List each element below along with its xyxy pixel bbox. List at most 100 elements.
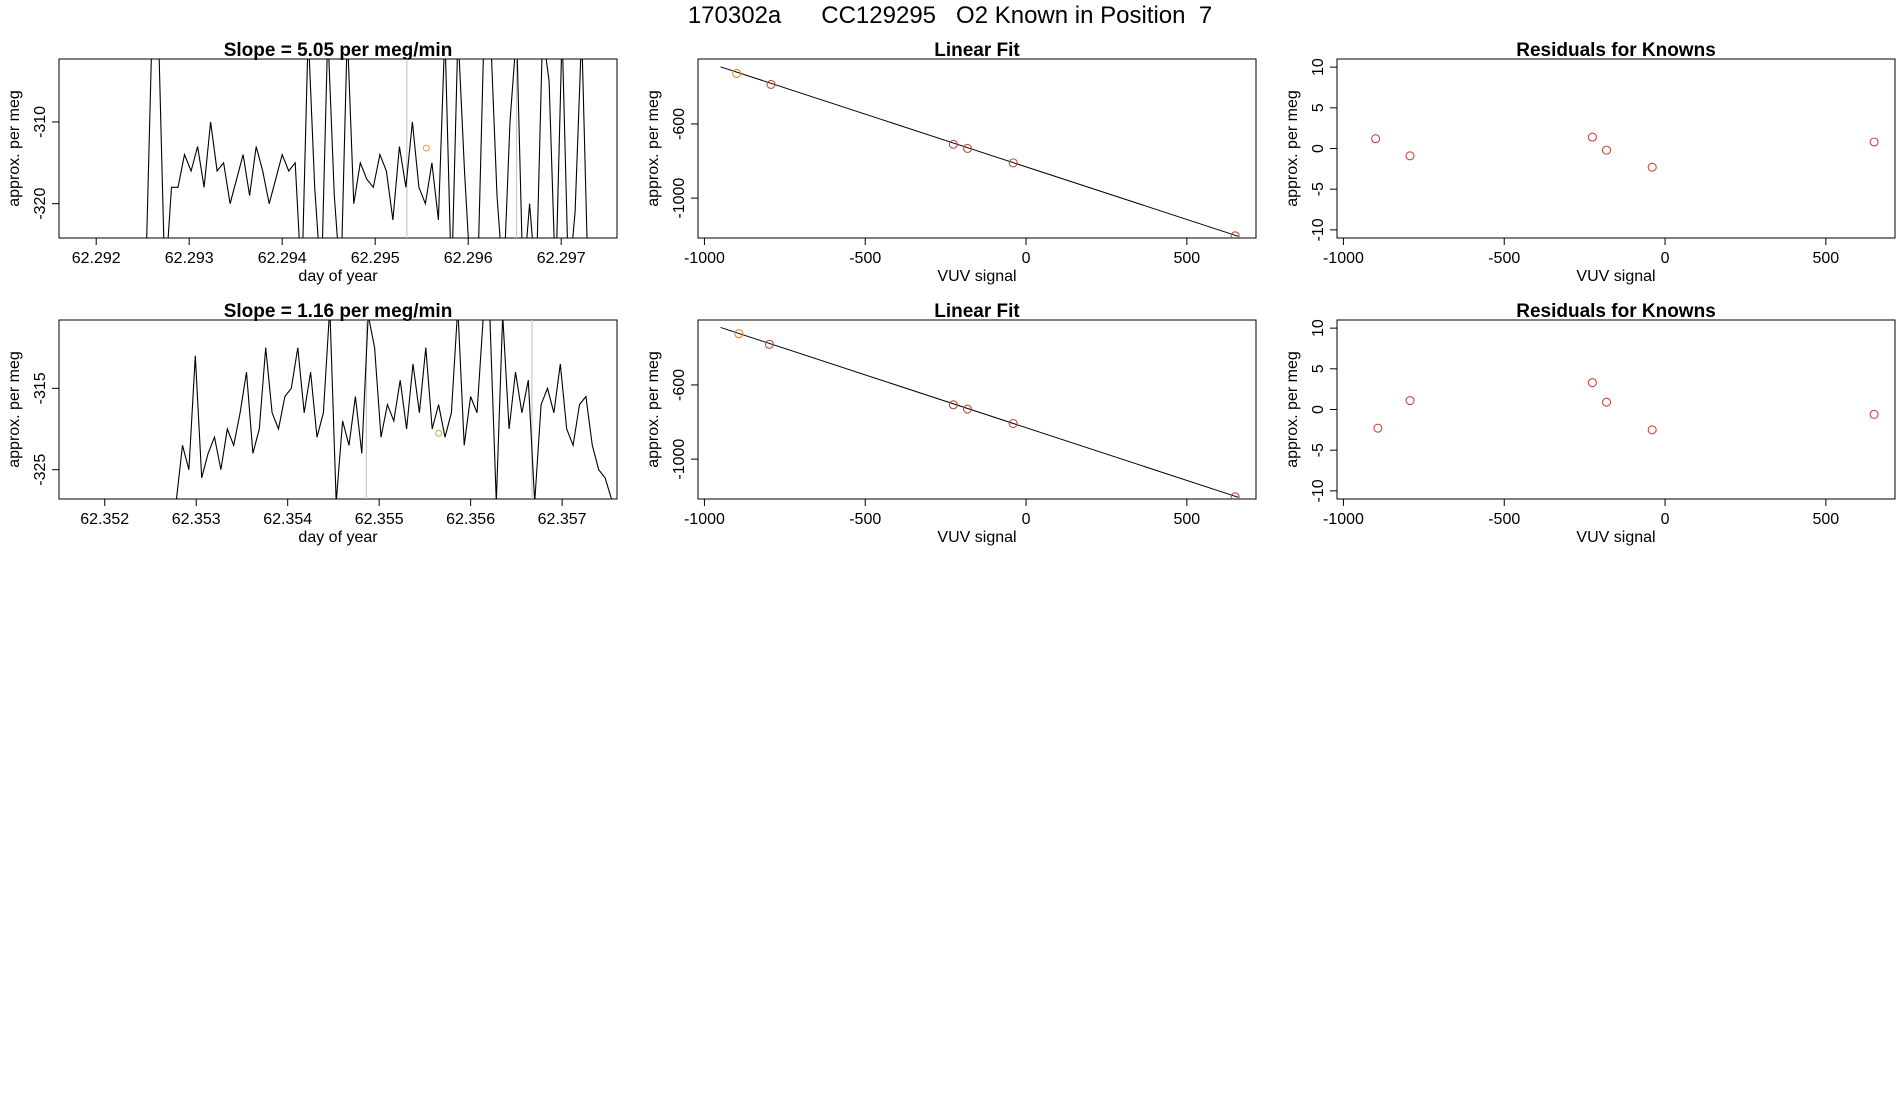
chart-title: Residuals for Knowns [1516, 40, 1716, 61]
data-point [1869, 137, 1879, 147]
plot-frame [58, 58, 618, 239]
plot-frame [697, 58, 1257, 239]
data-point [1405, 151, 1415, 161]
x-tick-label: -1000 [684, 511, 725, 528]
chart-r1-fit: Linear Fit -1000 -500 0 500 VUV signal -600 -10… [645, 40, 1257, 285]
data-point [948, 139, 958, 149]
x-axis-label: VUV signal [937, 529, 1016, 546]
data-point [1405, 395, 1415, 406]
chart-r1-timeseries: Slope = 5.05 per meg/min 62.292 62.293 62.2… [6, 40, 618, 285]
chart-title: Slope = 5.05 per meg/min [224, 40, 453, 61]
plot-area [1371, 132, 1879, 172]
x-axis-label: day of year [298, 529, 378, 546]
y-tick-label: -325 [32, 454, 49, 486]
data-point [1869, 409, 1879, 419]
chart-title: Linear Fit [934, 40, 1020, 61]
y-axis-label: approx. per meg [645, 90, 662, 207]
y-tick-label: -5 [1310, 443, 1327, 457]
data-point [1587, 378, 1597, 388]
data-point [948, 400, 958, 410]
fit-line [720, 66, 1239, 237]
x-tick-label: -1000 [684, 250, 725, 267]
x-tick-label: 62.355 [355, 511, 404, 528]
plot-area [720, 326, 1240, 499]
x-axis-label: VUV signal [1576, 268, 1655, 285]
data-point [962, 404, 973, 414]
x-tick-label: 0 [1022, 250, 1031, 267]
data-point [766, 79, 776, 89]
highlight-marker [435, 429, 443, 437]
data-point [1230, 231, 1240, 238]
y-tick-label: -600 [671, 108, 688, 140]
y-tick-label: 10 [1310, 319, 1327, 337]
data-point [1647, 162, 1657, 172]
x-tick-label: 62.293 [165, 250, 214, 267]
x-tick-label: -1000 [1323, 511, 1364, 528]
data-point [1008, 418, 1018, 429]
data-point [1230, 492, 1240, 499]
chart-r2-resid: Residuals for Knowns -1000 -500 0 500 VUV sig… [1284, 301, 1896, 546]
x-tick-label: 62.296 [444, 250, 493, 267]
x-tick-label: 500 [1813, 511, 1840, 528]
data-point [1008, 158, 1018, 168]
chart-r1-resid: Residuals for Knowns -1000 -500 0 500 VUV sig… [1284, 40, 1896, 285]
y-tick-label: -10 [1310, 218, 1327, 241]
y-axis-label: approx. per meg [6, 90, 23, 207]
x-tick-label: 62.292 [72, 250, 121, 267]
x-tick-label: -500 [849, 511, 881, 528]
y-tick-label: -600 [671, 369, 688, 401]
plot-area [146, 59, 588, 238]
chart-r2-timeseries: Slope = 1.16 per meg/min 62.352 62.353 62.3… [6, 301, 618, 546]
series-line [146, 59, 588, 238]
y-tick-label: -5 [1310, 182, 1327, 196]
x-tick-label: -500 [1488, 250, 1520, 267]
y-tick-label: 0 [1310, 144, 1327, 153]
x-axis-label: VUV signal [1576, 529, 1655, 546]
x-axis-label: VUV signal [937, 268, 1016, 285]
data-point [764, 339, 774, 349]
highlight-marker [422, 144, 430, 152]
x-tick-label: 500 [1174, 250, 1201, 267]
y-tick-label: -320 [32, 188, 49, 220]
data-point [732, 68, 742, 79]
x-tick-label: 62.352 [80, 511, 129, 528]
chart-title: Slope = 1.16 per meg/min [224, 301, 453, 322]
y-tick-label: -10 [1310, 479, 1327, 502]
y-axis-label: approx. per meg [1284, 90, 1301, 207]
y-tick-label: -315 [32, 372, 49, 404]
y-tick-label: 5 [1310, 103, 1327, 112]
x-tick-label: -1000 [1323, 250, 1364, 267]
y-axis-label: approx. per meg [645, 351, 662, 468]
y-tick-label: 5 [1310, 364, 1327, 373]
chart-title: Residuals for Knowns [1516, 301, 1716, 322]
y-tick-label: -310 [32, 106, 49, 138]
series-line [175, 320, 613, 499]
plot-frame [697, 319, 1257, 500]
data-point [1587, 132, 1597, 142]
x-tick-label: 0 [1661, 250, 1670, 267]
x-tick-label: 62.297 [537, 250, 586, 267]
data-point [1601, 145, 1612, 155]
y-tick-label: -1000 [671, 178, 688, 219]
x-axis-label: day of year [298, 268, 378, 285]
y-tick-label: -1000 [671, 439, 688, 480]
x-tick-label: -500 [849, 250, 881, 267]
x-tick-label: 62.294 [258, 250, 307, 267]
plot-frame [58, 319, 618, 500]
x-tick-label: 500 [1174, 511, 1201, 528]
chart-title: Linear Fit [934, 301, 1020, 322]
x-tick-label: 62.353 [172, 511, 221, 528]
page-title: 170302a CC129295 O2 Known in Position 7 [687, 2, 1213, 29]
chart-r2-fit: Linear Fit -1000 -500 0 500 VUV signal -600 -10… [645, 301, 1257, 546]
data-point [1647, 425, 1657, 435]
plot-frame [1336, 58, 1896, 239]
x-tick-label: 500 [1813, 250, 1840, 267]
x-tick-label: -500 [1488, 511, 1520, 528]
x-tick-label: 62.295 [351, 250, 400, 267]
data-point [962, 143, 973, 153]
y-axis-label: approx. per meg [6, 351, 23, 468]
plot-area [1373, 378, 1879, 435]
plot-area [720, 66, 1240, 238]
x-tick-label: 62.356 [446, 511, 495, 528]
